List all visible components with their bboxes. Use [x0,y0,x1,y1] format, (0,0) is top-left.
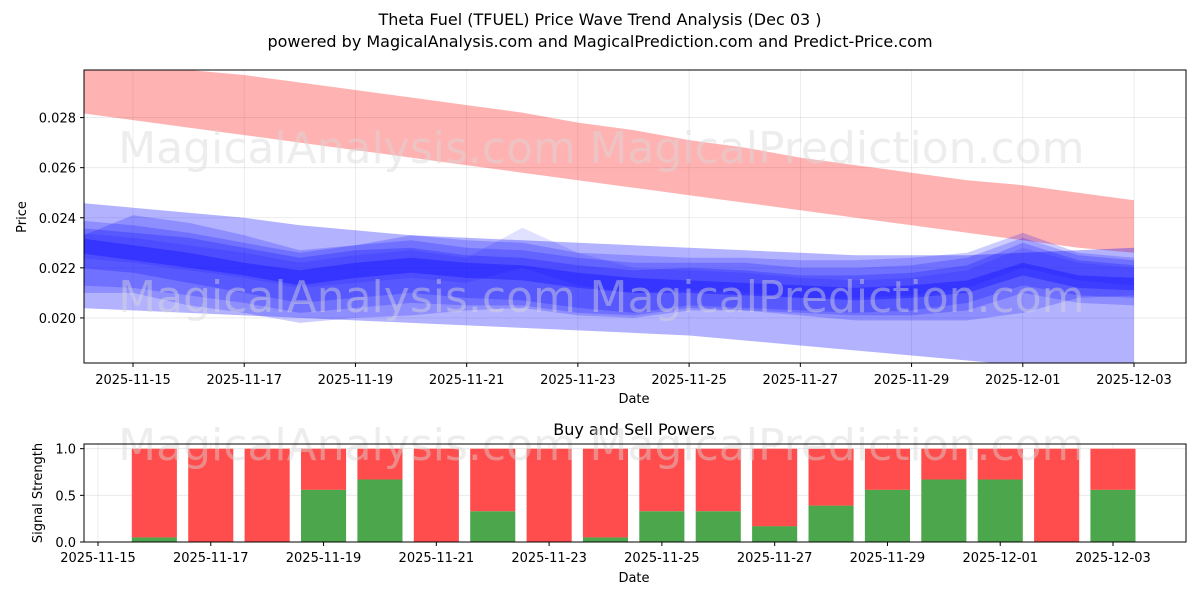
price-x-tick-label: 2025-11-29 [874,373,950,388]
sell-bar [244,448,290,542]
buy-bar [639,511,685,542]
power-x-tick-label: 2025-11-25 [624,551,700,566]
watermark-prediction-lower: MagicalPrediction.com [590,272,1085,323]
price-axes-frame [83,69,1187,364]
power-x-tick-label: 2025-11-17 [173,551,249,566]
sell-bar [470,448,516,512]
sell-bar [188,448,234,542]
buy-bar [977,479,1023,542]
watermark-prediction-bottom: MagicalPrediction.com [590,420,1085,471]
price-x-tick-label: 2025-11-21 [429,373,505,388]
power-bars [131,448,1136,542]
sell-bar [808,448,854,506]
power-x-tick-label: 2025-12-03 [1075,551,1151,566]
price-x-tick-label: 2025-11-19 [318,373,394,388]
sell-bar [301,448,347,490]
watermark-prediction: MagicalPrediction.com [590,123,1085,174]
sell-bar [1034,448,1080,542]
price-y-ticks: 0.020 0.022 0.024 0.026 0.028 [39,112,84,327]
watermark-analysis-bottom: MagicalAnalysis.com [118,420,576,471]
power-x-tick-label: 2025-11-29 [850,551,926,566]
buy-bar [1090,489,1136,542]
buy-bar [864,489,910,542]
price-band-1 [84,203,1134,363]
price-band-0 [84,70,1134,253]
buy-bar [582,537,628,542]
price-gridlines [84,70,1186,363]
power-x-tick-label: 2025-11-19 [286,551,362,566]
figure-title-line1: Theta Fuel (TFUEL) Price Wave Trend Anal… [377,10,821,29]
buy-bar [301,489,347,542]
sell-bar [921,448,967,480]
sell-bar [131,448,177,538]
buy-bar [752,526,798,542]
price-x-label: Date [618,392,649,407]
power-x-tick-label: 2025-11-27 [737,551,813,566]
price-band-6 [84,238,1134,301]
price-band-3 [84,228,1134,313]
sell-bar [864,448,910,490]
sell-bar [413,448,459,542]
price-y-tick-label: 0.028 [39,112,76,127]
power-y-ticks: 0.0 0.5 1.0 [55,443,84,551]
price-band-4 [84,220,1134,316]
price-y-label: Price [15,201,30,233]
price-chart: MagicalAnalysis.com MagicalPrediction.co… [15,69,1187,407]
sell-bar [1090,448,1136,490]
sell-bar [752,448,798,527]
price-x-tick-label: 2025-12-01 [985,373,1061,388]
price-band-5 [84,227,1134,298]
price-band-2 [84,215,1134,323]
sell-bar [695,448,741,512]
power-x-tick-label: 2025-11-21 [399,551,475,566]
power-x-ticks: 2025-11-15 2025-11-17 2025-11-19 2025-11-21… [60,542,1151,566]
buy-bar [921,479,967,542]
sell-bar [357,448,403,480]
price-x-tick-label: 2025-12-03 [1096,373,1172,388]
buy-bar [470,511,516,542]
price-x-tick-label: 2025-11-15 [95,373,171,388]
buy-bar [357,479,403,542]
power-x-tick-label: 2025-11-23 [511,551,587,566]
price-y-tick-label: 0.022 [39,262,76,277]
price-y-tick-label: 0.026 [39,162,76,177]
price-y-tick-label: 0.020 [39,312,76,327]
power-axes-frame [83,443,1187,543]
power-y-label: Signal Strength [31,443,46,543]
power-y-tick-label: 0.0 [55,536,76,551]
power-chart: Buy and Sell Powers MagicalAnalysis.com … [31,420,1187,586]
price-x-tick-label: 2025-11-17 [206,373,282,388]
price-x-tick-label: 2025-11-25 [651,373,727,388]
price-bands [84,70,1134,363]
buy-bar [695,511,741,542]
price-x-ticks: 2025-11-15 2025-11-17 2025-11-19 2025-11-21… [95,363,1172,388]
buy-bar [808,505,854,542]
power-x-tick-label: 2025-12-01 [962,551,1038,566]
watermark-analysis: MagicalAnalysis.com [118,123,576,174]
sell-bar [526,448,572,542]
buy-bar [131,537,177,542]
price-x-tick-label: 2025-11-23 [540,373,616,388]
power-y-tick-label: 0.5 [55,489,76,504]
sell-bar [582,448,628,538]
power-chart-title: Buy and Sell Powers [553,420,715,439]
price-x-tick-label: 2025-11-27 [763,373,839,388]
sell-bar [639,448,685,512]
power-x-tick-label: 2025-11-15 [60,551,136,566]
watermark-analysis-lower: MagicalAnalysis.com [118,272,576,323]
sell-bar [977,448,1023,480]
power-y-tick-label: 1.0 [55,443,76,458]
figure-title-line2: powered by MagicalAnalysis.com and Magic… [267,32,932,51]
price-y-tick-label: 0.024 [39,212,76,227]
power-x-label: Date [618,571,649,586]
